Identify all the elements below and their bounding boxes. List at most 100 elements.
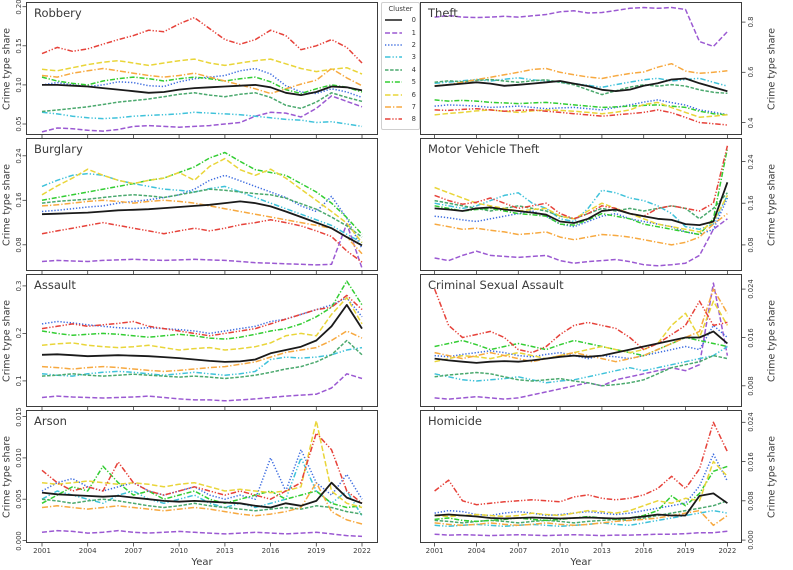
legend-line-sample (385, 31, 402, 34)
legend-entry-3: 3 (385, 51, 416, 63)
y-tick-label: 0.024 (747, 279, 755, 299)
cluster-0-line (434, 330, 728, 364)
cluster-3-line (41, 111, 363, 128)
y-tick-label: 0.000 (15, 530, 23, 551)
plot-area-homicide (420, 410, 746, 547)
cluster-6-line (41, 157, 363, 244)
legend-line-sample (385, 106, 402, 108)
x-axis-arson: Year 2001 2004 2007 2010 2013 2016 2019 2022 (26, 545, 378, 570)
cluster-1-line (41, 95, 363, 133)
cluster-8-line (434, 107, 728, 126)
cluster-5-line (434, 99, 728, 116)
legend-line-sample (385, 69, 402, 71)
plot-area-criminal-sexual-assault (420, 274, 746, 411)
cluster-8-line (434, 145, 729, 220)
cluster-1-line (434, 282, 729, 400)
panel-title-arson: Arson (34, 414, 67, 428)
legend-entry-4: 4 (385, 64, 416, 76)
y-tick-label: 0.6 (747, 66, 755, 78)
y-tick-label: 0.05 (15, 116, 23, 132)
cluster-2-line (434, 99, 728, 116)
y-tick-label: 0.20 (15, 0, 23, 15)
cluster-7-line (41, 330, 363, 373)
cluster-1-line (434, 6, 728, 48)
y-tick-label: 0.005 (15, 489, 23, 509)
legend-cluster-label: 8 (411, 115, 416, 124)
x-tick-label: 2001 (425, 547, 444, 555)
y-tick-label: 0.10 (15, 77, 23, 93)
y-tick-label: 0.015 (15, 406, 23, 427)
y-tick-label: 0.24 (747, 153, 755, 170)
cluster-5-line (41, 280, 363, 340)
cluster-3-line (41, 172, 363, 244)
panel-title-burglary: Burglary (34, 142, 83, 156)
panel-title-homicide: Homicide (428, 414, 482, 428)
cluster-1-line (41, 529, 363, 538)
x-tick-label: 2013 (215, 547, 234, 555)
panel-theft: Crime type share 0.4 0.6 0.8 Theft (420, 2, 793, 139)
y-axis-label: Crime type share (766, 435, 778, 518)
y-tick-label: 0.016 (747, 451, 755, 472)
x-axis-label: Year (570, 557, 592, 568)
panel-title-motor-vehicle-theft: Motor Vehicle Theft (428, 142, 540, 156)
cluster-3-line (41, 346, 363, 377)
x-tick-label: 2007 (124, 547, 143, 555)
panel-burglary: Crime type share 0.08 0.16 0.24 Burglary (0, 138, 378, 275)
cluster-6-line (41, 58, 363, 75)
panel-title-robbery: Robbery (34, 6, 82, 20)
y-tick-label: 0.1 (15, 375, 23, 387)
legend-cluster-label: 5 (411, 78, 416, 87)
cluster-6-line (41, 419, 363, 509)
plot-area-burglary (22, 138, 378, 275)
cluster-2-line (41, 448, 363, 500)
cluster-0-line (41, 481, 363, 509)
x-axis-homicide: Year 2001 2004 2007 2010 2013 2016 2019 2022 (420, 545, 742, 570)
y-axis-burglary: Crime type share 0.08 0.16 0.24 (0, 138, 26, 271)
cluster-5-line (434, 148, 729, 236)
legend-cluster-label: 7 (411, 102, 416, 111)
cluster-7-line (434, 288, 729, 363)
cluster-6-line (434, 186, 729, 233)
plot-area-assault (22, 274, 378, 411)
y-axis-arson: Crime type share 0.000 0.005 0.010 0.015 (0, 406, 26, 550)
legend-entry-0: 0 (385, 14, 416, 26)
y-tick-label: 0.008 (747, 376, 755, 396)
cluster-0-line (434, 492, 728, 520)
cluster-8-line (433, 288, 728, 354)
panel-assault: Crime type share 0.1 0.2 0.3 Assault (0, 274, 378, 411)
y-axis-label: Crime type share (1, 299, 13, 382)
legend-entry-6: 6 (385, 88, 416, 100)
x-tick-label: 2022 (718, 547, 737, 555)
cluster-5-line (41, 76, 363, 95)
y-tick-label: 0.8 (747, 16, 755, 28)
legend-entry-7: 7 (385, 101, 416, 113)
legend-cluster-label: 1 (411, 28, 416, 37)
cluster-5-line (434, 336, 728, 357)
x-axis-label: Year (191, 557, 213, 568)
legend-line-sample (385, 93, 402, 96)
panel-homicide: Crime type share 0.000 0.008 0.016 0.024 Ho… (420, 410, 793, 570)
cluster-6-line (434, 300, 729, 363)
legend-line-sample (385, 118, 402, 121)
x-tick-label: 2004 (78, 547, 97, 555)
plot-area-arson (22, 410, 378, 547)
y-axis-homicide: Crime type share 0.000 0.008 0.016 0.024 (742, 410, 793, 550)
legend-cluster-label: 4 (411, 65, 416, 74)
x-tick-label: 2013 (592, 547, 611, 555)
cluster-7-line (434, 62, 728, 87)
cluster-4-line (434, 78, 728, 96)
panel-robbery: Crime type share 0.05 0.10 0.15 0.20 Robber… (0, 0, 378, 139)
legend-entry-5: 5 (385, 76, 416, 88)
legend-cluster-label: 3 (411, 53, 416, 62)
x-tick-label: 2022 (353, 547, 371, 555)
y-axis-label: Crime type share (1, 435, 13, 518)
y-axis-label: Crime type share (766, 27, 778, 110)
legend-line-sample (385, 81, 402, 83)
panel-motor-vehicle-theft: Crime type share 0.08 0.16 0.24 Motor Vehi… (420, 138, 793, 275)
cluster-0-line (42, 84, 363, 96)
y-tick-label: 0.008 (747, 491, 755, 511)
legend-entry-2: 2 (385, 39, 416, 51)
y-tick-label: 0.2 (15, 327, 23, 339)
cluster-8-line (41, 16, 363, 64)
cluster-8-line (41, 432, 363, 504)
